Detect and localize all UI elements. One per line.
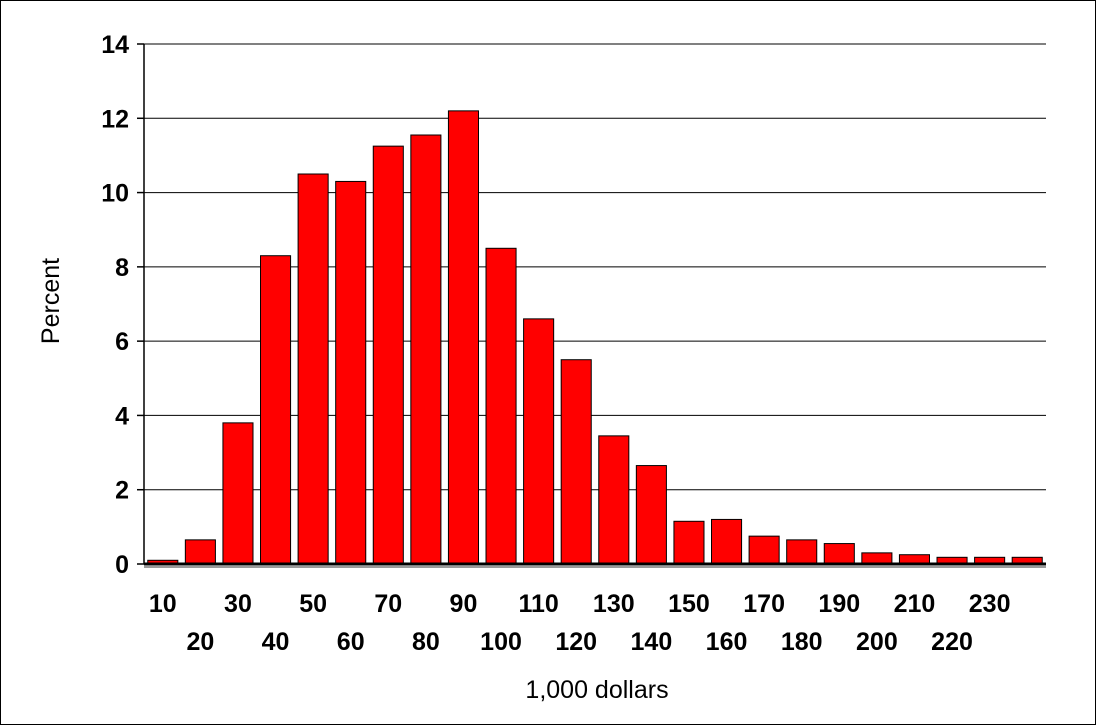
bar bbox=[635, 465, 667, 565]
y-tick-label: 6 bbox=[115, 328, 129, 356]
bar bbox=[297, 173, 329, 565]
y-tick-label: 4 bbox=[115, 402, 129, 430]
bar bbox=[372, 145, 404, 565]
y-tick-label: 8 bbox=[115, 254, 129, 282]
bar bbox=[485, 247, 517, 565]
bars bbox=[147, 110, 1043, 565]
y-tick-labels: 0 2 4 6 8 10 12 14 bbox=[101, 31, 129, 579]
x-tick-label: 50 bbox=[299, 590, 327, 618]
y-tick-label: 10 bbox=[101, 180, 129, 208]
bar bbox=[222, 422, 254, 565]
bar bbox=[786, 539, 818, 565]
x-tick-label: 230 bbox=[969, 590, 1011, 618]
x-tick-label: 60 bbox=[337, 628, 365, 656]
bar bbox=[598, 435, 630, 565]
x-tick-label: 190 bbox=[818, 590, 860, 618]
x-tick-label: 40 bbox=[262, 628, 290, 656]
x-tick-label: 220 bbox=[931, 628, 973, 656]
bar bbox=[673, 520, 705, 565]
bar bbox=[711, 518, 743, 565]
x-tick-label: 20 bbox=[186, 628, 214, 656]
bar bbox=[823, 543, 855, 565]
bar bbox=[410, 134, 442, 565]
x-tick-label: 150 bbox=[668, 590, 710, 618]
y-tick-label: 14 bbox=[101, 31, 129, 59]
grid-lines bbox=[144, 43, 1046, 491]
bar bbox=[748, 535, 780, 565]
bar bbox=[560, 359, 592, 565]
x-tick-label: 160 bbox=[706, 628, 748, 656]
bar bbox=[447, 110, 479, 565]
x-tick-label: 70 bbox=[374, 590, 402, 618]
axes bbox=[137, 43, 1046, 568]
x-tick-label: 100 bbox=[480, 628, 522, 656]
bar bbox=[523, 318, 555, 565]
bar bbox=[184, 539, 216, 565]
x-tick-label: 140 bbox=[631, 628, 673, 656]
x-axis-label: 1,000 dollars bbox=[525, 676, 668, 704]
y-tick-label: 0 bbox=[115, 551, 129, 579]
bar bbox=[260, 255, 292, 565]
x-tick-label: 30 bbox=[224, 590, 252, 618]
x-tick-label: 170 bbox=[743, 590, 785, 618]
x-tick-label: 120 bbox=[555, 628, 597, 656]
x-tick-label: 90 bbox=[450, 590, 478, 618]
x-tick-label: 180 bbox=[781, 628, 823, 656]
bar bbox=[335, 180, 367, 565]
x-tick-label: 110 bbox=[518, 590, 558, 618]
x-tick-label: 210 bbox=[894, 590, 936, 618]
y-tick-label: 2 bbox=[115, 477, 129, 505]
y-axis-label: Percent bbox=[37, 258, 65, 344]
x-tick-label: 80 bbox=[412, 628, 440, 656]
x-tick-label: 130 bbox=[593, 590, 635, 618]
y-tick-label: 12 bbox=[101, 105, 129, 133]
bar bbox=[861, 552, 893, 565]
x-tick-label: 10 bbox=[149, 590, 177, 618]
x-tick-label: 200 bbox=[856, 628, 898, 656]
